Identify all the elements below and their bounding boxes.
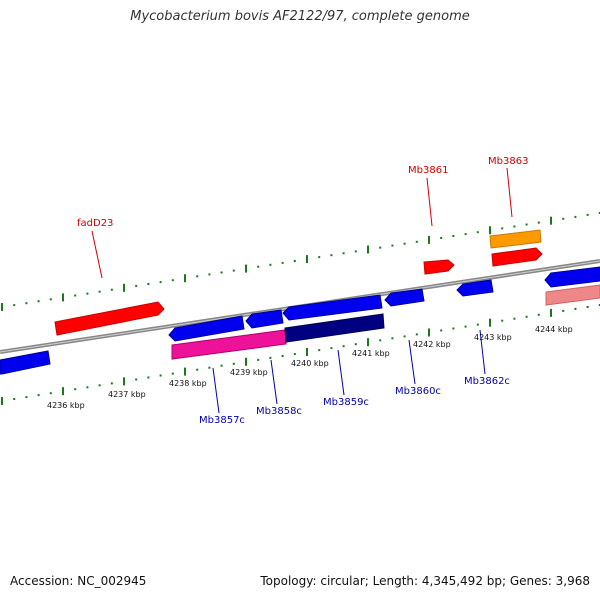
kbp-labels: 4236 kbp 4237 kbp 4238 kbp 4239 kbp 4240… [47, 325, 573, 410]
gene-Mb3861[interactable] [423, 259, 455, 275]
gene-navy[interactable] [284, 313, 385, 343]
label-Mb3863: Mb3863 [488, 156, 528, 167]
label-Mb3861: Mb3861 [408, 165, 448, 176]
label-Mb3858c: Mb3858c [256, 406, 302, 417]
gene-Mb3860c[interactable] [384, 288, 425, 307]
gene-Mb3858c[interactable] [245, 309, 284, 329]
label-Mb3860c: Mb3860c [395, 386, 441, 397]
gene-magenta[interactable] [171, 329, 287, 360]
label-Mb3862c: Mb3862c [464, 376, 510, 387]
label-fadD23: fadD23 [77, 218, 113, 229]
accession-text: Accession: NC_002945 [10, 574, 147, 588]
tick-label: 4240 kbp [291, 359, 329, 368]
genome-title: Mycobacterium bovis AF2122/97, complete … [130, 9, 470, 24]
forward-genes [54, 229, 600, 336]
reverse-genes [0, 266, 600, 375]
gene-pink-right[interactable] [545, 284, 600, 306]
label-leaders [91, 167, 513, 414]
tick-label: 4236 kbp [47, 401, 85, 410]
gene-Mb3863[interactable] [491, 247, 543, 267]
tick-label: 4238 kbp [169, 379, 207, 388]
gene-Mb3859c[interactable] [282, 294, 383, 321]
label-Mb3857c: Mb3857c [199, 415, 245, 426]
gene-left-blue[interactable] [0, 350, 51, 375]
genome-summary-text: Topology: circular; Length: 4,345,492 bp… [260, 574, 590, 588]
tick-label: 4241 kbp [352, 349, 390, 358]
tick-label: 4244 kbp [535, 325, 573, 334]
label-Mb3859c: Mb3859c [323, 397, 369, 408]
gene-Mb3862c[interactable] [456, 279, 494, 297]
gene-Mb3857c[interactable] [168, 315, 245, 342]
gene-right-blue[interactable] [544, 266, 600, 288]
tick-label: 4242 kbp [413, 340, 451, 349]
upper-scale-track [1, 212, 600, 311]
gene-orange[interactable] [489, 229, 542, 249]
gene-fadD23[interactable] [54, 301, 165, 336]
tick-label: 4237 kbp [108, 390, 146, 399]
tick-label: 4243 kbp [474, 333, 512, 342]
tick-label: 4239 kbp [230, 368, 268, 377]
